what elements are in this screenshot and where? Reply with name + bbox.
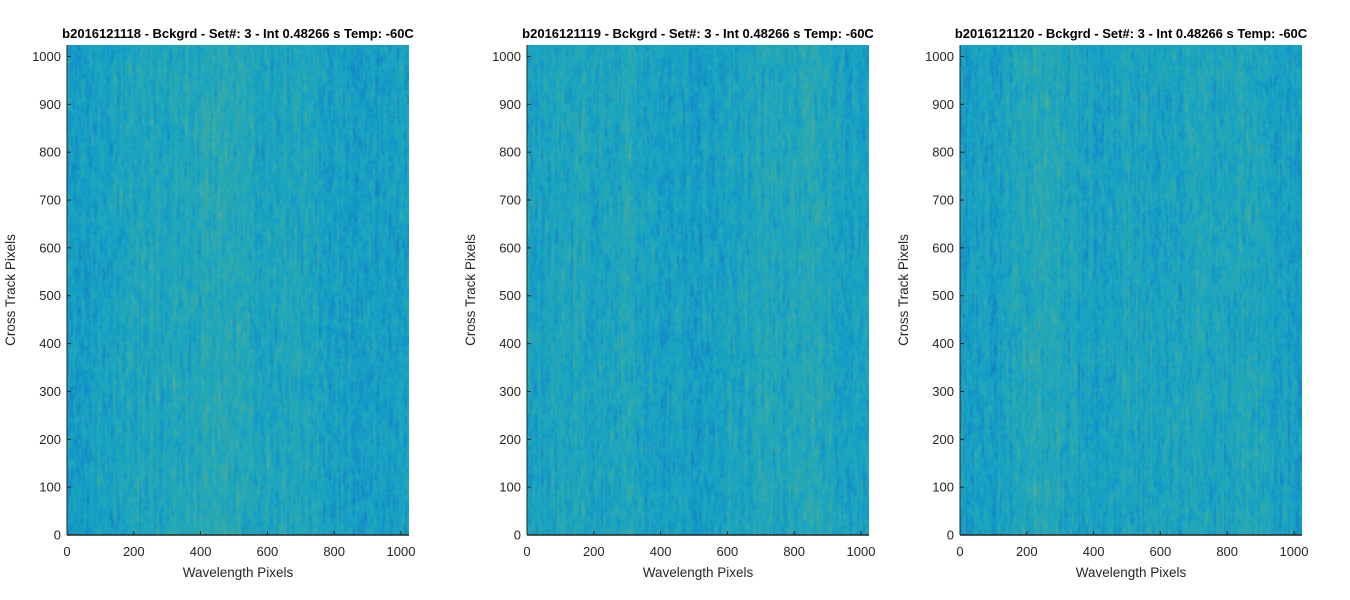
x-tick-label: 200 bbox=[123, 544, 145, 559]
x-tick-label: 800 bbox=[323, 544, 345, 559]
y-tick-label: 100 bbox=[932, 480, 954, 495]
x-tick-label: 400 bbox=[190, 544, 212, 559]
x-tick-label: 600 bbox=[717, 544, 739, 559]
y-tick-label: 400 bbox=[499, 336, 521, 351]
y-tick-label: 600 bbox=[932, 240, 954, 255]
y-tick-label: 700 bbox=[499, 193, 521, 208]
x-tick-label: 0 bbox=[956, 544, 963, 559]
y-tick-label: 900 bbox=[499, 97, 521, 112]
x-tick-label: 600 bbox=[1150, 544, 1172, 559]
y-tick-label: 0 bbox=[54, 528, 61, 543]
heatmap-image bbox=[960, 45, 1302, 535]
x-tick-label: 1000 bbox=[847, 544, 876, 559]
chart-title: b2016121118 - Bckgrd - Set#: 3 - Int 0.4… bbox=[62, 26, 414, 41]
subplot-3: 0 200 400 600 800 1000 0 100 200 300 400 500 600 700 8… bbox=[896, 26, 1308, 580]
y-tick-label: 200 bbox=[932, 432, 954, 447]
y-tick-label: 0 bbox=[947, 528, 954, 543]
subplot-2: 0 200 400 600 800 1000 0 100 200 300 400 500 600 700 8… bbox=[463, 26, 875, 580]
y-tick-label: 200 bbox=[499, 432, 521, 447]
x-tick-label: 200 bbox=[583, 544, 605, 559]
y-tick-label: 1000 bbox=[492, 49, 521, 64]
y-axis-label: Cross Track Pixels bbox=[3, 234, 18, 346]
y-tick-label: 0 bbox=[514, 528, 521, 543]
y-tick-label: 500 bbox=[932, 288, 954, 303]
y-tick-label: 500 bbox=[39, 288, 61, 303]
y-tick-label: 300 bbox=[39, 384, 61, 399]
y-tick-label: 900 bbox=[932, 97, 954, 112]
heatmap-image bbox=[527, 45, 869, 535]
y-tick-label: 600 bbox=[499, 240, 521, 255]
y-axis-label: Cross Track Pixels bbox=[463, 234, 478, 346]
x-axis-label: Wavelength Pixels bbox=[643, 565, 754, 580]
x-tick-label: 600 bbox=[257, 544, 279, 559]
subplot-1: 0 200 400 600 800 1000 0 100 200 300 400 500 600 700 8… bbox=[3, 26, 415, 580]
y-tick-label: 1000 bbox=[32, 49, 61, 64]
y-axis-label: Cross Track Pixels bbox=[896, 234, 911, 346]
y-tick-label: 300 bbox=[932, 384, 954, 399]
y-tick-label: 100 bbox=[39, 480, 61, 495]
y-tick-label: 200 bbox=[39, 432, 61, 447]
x-tick-label: 0 bbox=[63, 544, 70, 559]
y-tick-label: 300 bbox=[499, 384, 521, 399]
y-tick-label: 800 bbox=[39, 145, 61, 160]
x-tick-label: 800 bbox=[783, 544, 805, 559]
heatmap-image bbox=[67, 45, 409, 535]
y-tick-label: 500 bbox=[499, 288, 521, 303]
x-axis-label: Wavelength Pixels bbox=[183, 565, 294, 580]
y-tick-label: 400 bbox=[932, 336, 954, 351]
y-tick-label: 400 bbox=[39, 336, 61, 351]
x-tick-label: 400 bbox=[1083, 544, 1105, 559]
y-tick-label: 900 bbox=[39, 97, 61, 112]
y-tick-label: 800 bbox=[499, 145, 521, 160]
chart-title: b2016121120 - Bckgrd - Set#: 3 - Int 0.4… bbox=[955, 26, 1308, 41]
y-tick-label: 700 bbox=[932, 193, 954, 208]
y-tick-label: 600 bbox=[39, 240, 61, 255]
y-tick-label: 100 bbox=[499, 480, 521, 495]
x-tick-label: 200 bbox=[1016, 544, 1038, 559]
y-tick-label: 700 bbox=[39, 193, 61, 208]
x-axis-label: Wavelength Pixels bbox=[1076, 565, 1187, 580]
x-tick-label: 0 bbox=[523, 544, 530, 559]
chart-title: b2016121119 - Bckgrd - Set#: 3 - Int 0.4… bbox=[522, 26, 874, 41]
x-tick-label: 800 bbox=[1216, 544, 1238, 559]
x-tick-label: 1000 bbox=[1280, 544, 1309, 559]
y-tick-label: 800 bbox=[932, 145, 954, 160]
x-tick-label: 400 bbox=[650, 544, 672, 559]
x-tick-label: 1000 bbox=[387, 544, 416, 559]
y-tick-label: 1000 bbox=[925, 49, 954, 64]
